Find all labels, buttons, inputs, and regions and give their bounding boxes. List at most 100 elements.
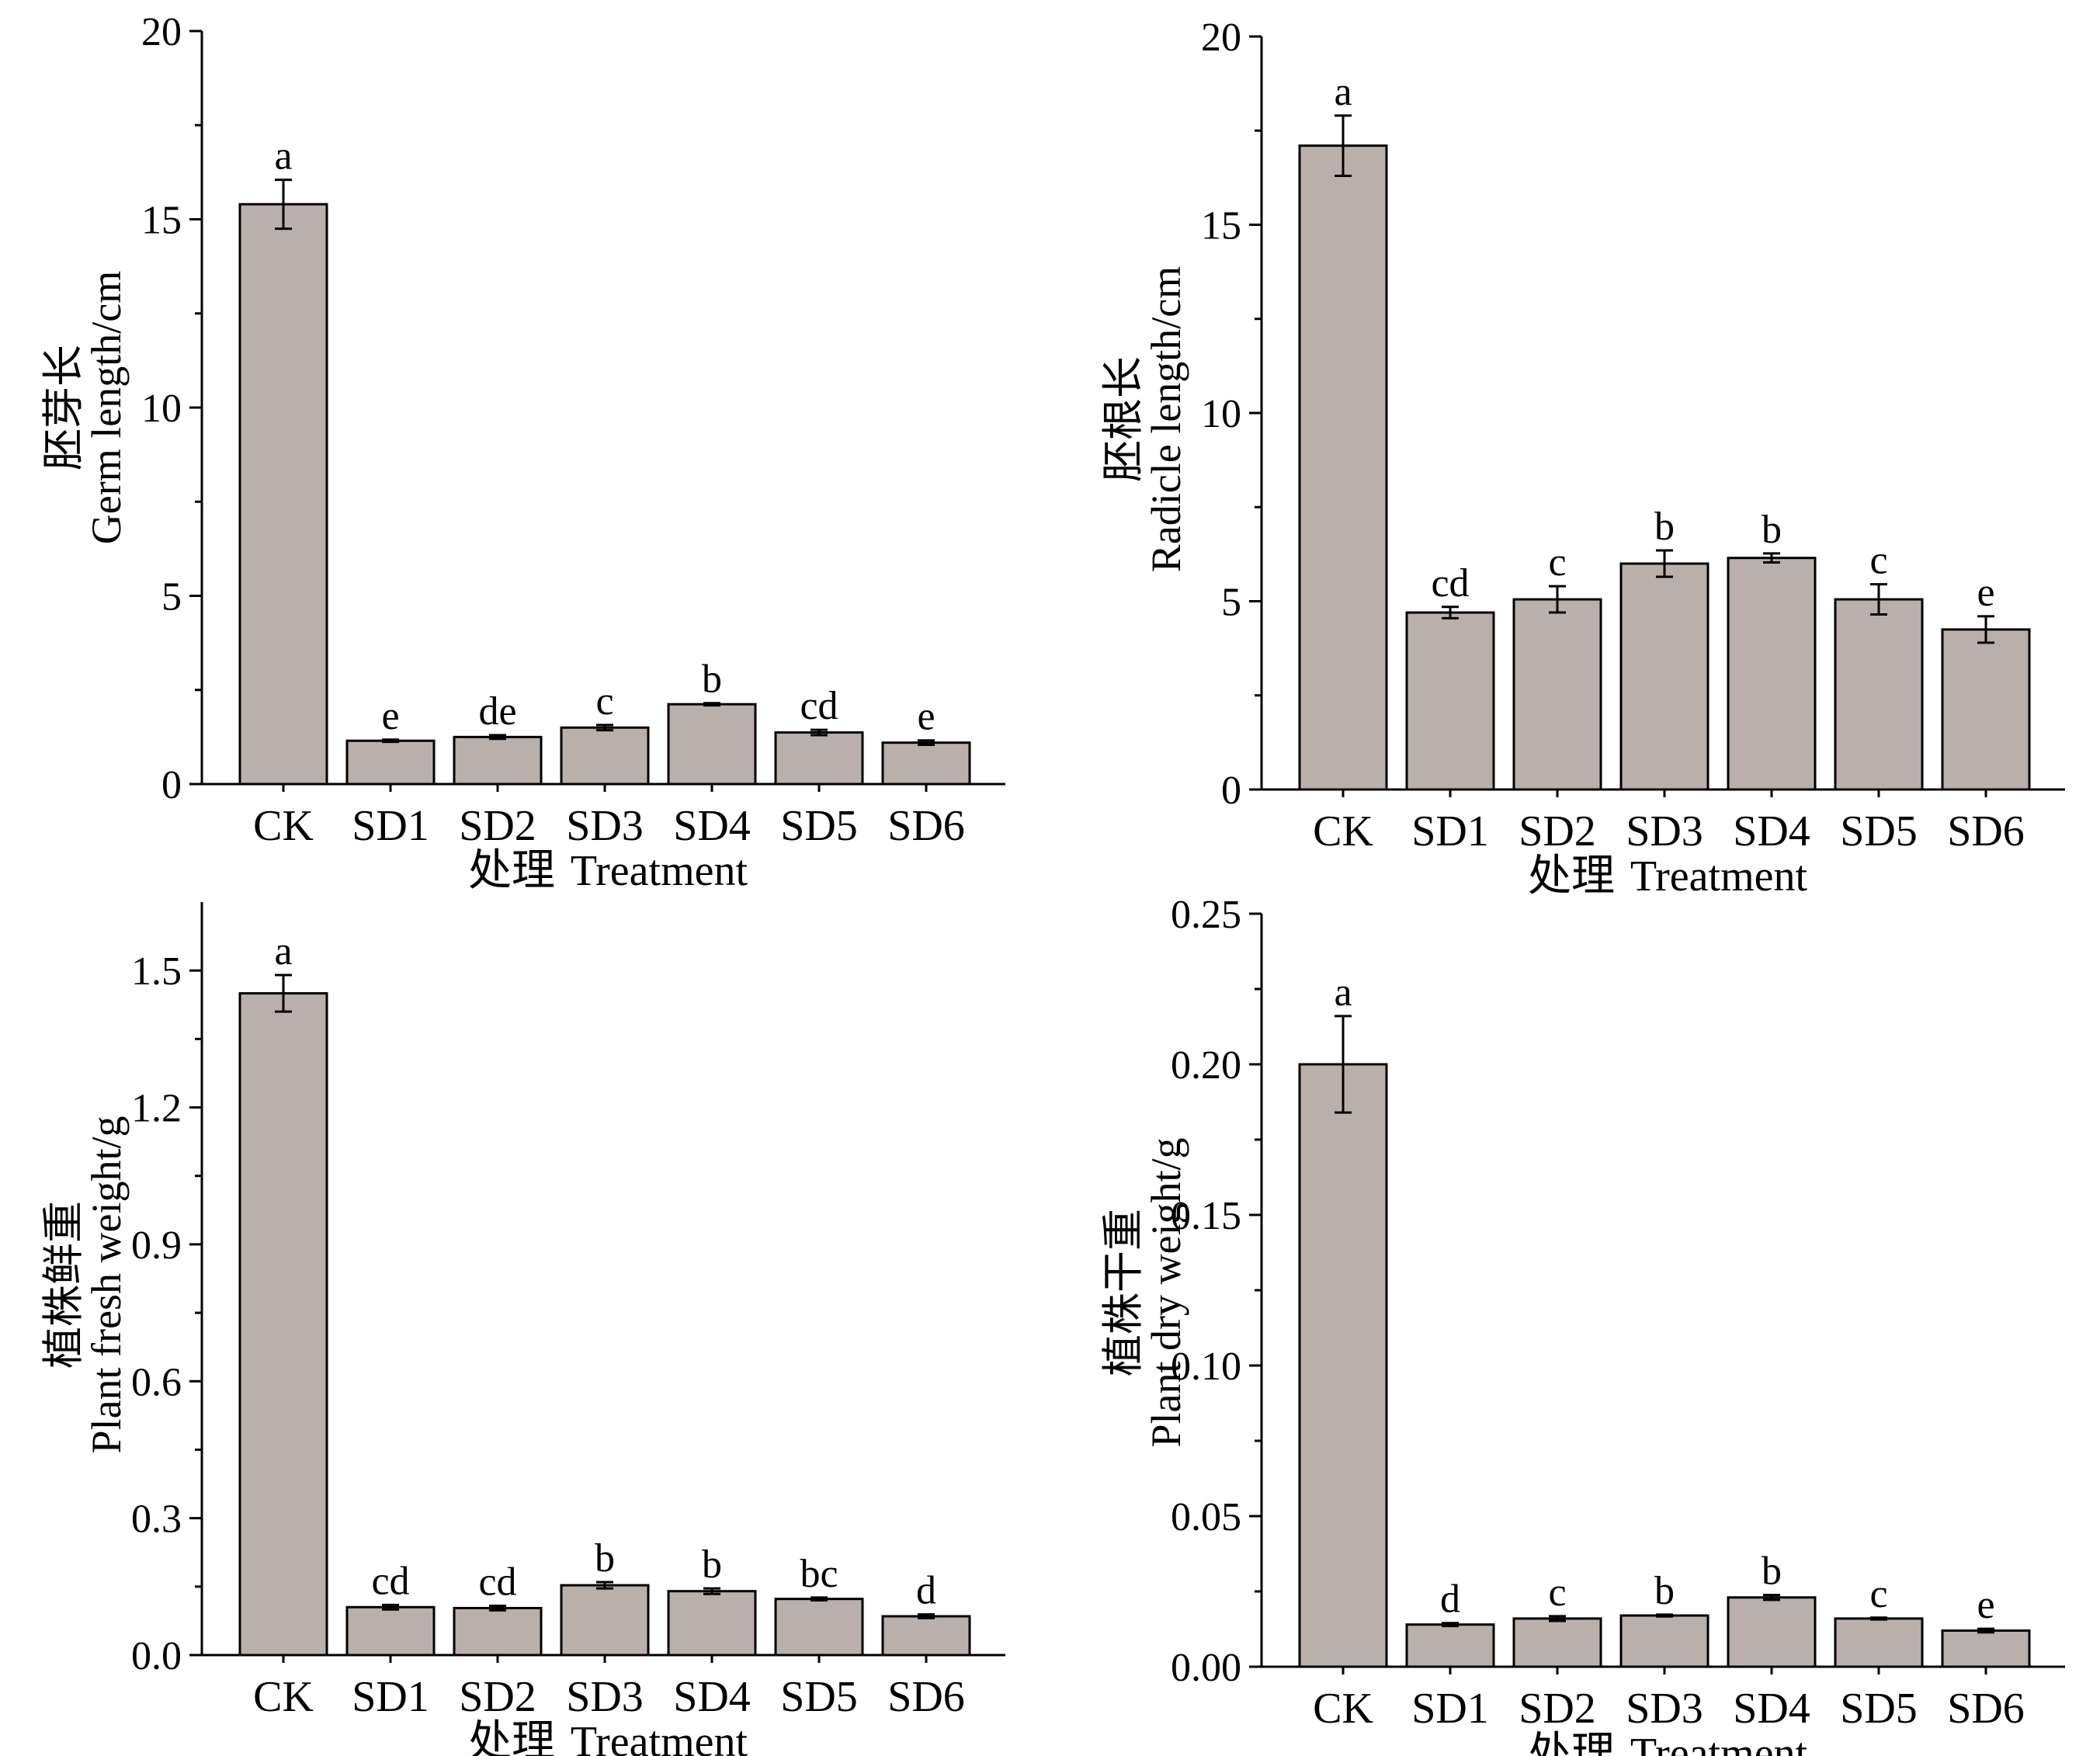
bar-SD1 [1405,1623,1495,1668]
x-tick-label-SD4: SD4 [673,1673,751,1721]
error-bar-SD2 [1549,585,1566,614]
chart-panel-bottom-left: a CK cd SD1 cd SD2 b SD3 b SD4 bc SD5 d SD6 0.0 0.3 0.6 0… [40,902,1005,1756]
y-tick-label: 20 [141,10,182,54]
y-tick-label: 10 [141,387,182,431]
significance-label-SD4: b [702,1543,722,1587]
x-tick-label-SD6: SD6 [1947,1685,2025,1733]
y-axis-title-cn: 胚根长 [1100,356,1147,482]
y-tick-label: 5 [1221,581,1241,625]
significance-label-SD4: b [702,658,722,702]
error-bar-SD3 [1656,549,1673,578]
error-bar-SD1 [1442,606,1459,619]
x-tick-label-SD1: SD1 [1411,1685,1489,1733]
x-axis-title-en: Treatment [1630,1730,1808,1756]
significance-label-SD3: b [595,1536,615,1581]
bar-SD4 [667,1590,757,1657]
x-tick-label-SD3: SD3 [566,1673,644,1721]
bar-SD5 [1834,1617,1924,1668]
y-tick-label: 15 [141,199,182,243]
x-tick-label-SD1: SD1 [1411,807,1489,855]
y-tick-label: 0.05 [1171,1495,1241,1539]
x-tick-label-SD4: SD4 [1733,807,1810,855]
y-tick-label: 0 [1221,769,1241,813]
significance-label-SD6: e [917,695,935,739]
y-axis-title-cn: 植株鲜重 [40,1201,87,1369]
y-tick-label: 0.3 [131,1497,182,1542]
y-tick-label: 0.0 [131,1634,182,1678]
y-tick-label: 15 [1201,204,1241,248]
bar-CK [1298,1063,1388,1668]
y-tick-label: 1.2 [131,1087,182,1131]
bar-CK [1298,144,1388,791]
error-bar-SD2 [489,734,506,741]
bar-SD6 [1941,1629,2031,1668]
x-axis-title-cn: 处理 [468,1718,555,1756]
x-tick-label-SD1: SD1 [352,1673,429,1721]
significance-label-SD3: b [1654,1569,1675,1613]
x-tick-label-CK: CK [253,802,314,850]
x-tick-label-SD4: SD4 [673,802,751,850]
x-axis-title-en: Treatment [1630,852,1808,901]
error-bar-SD2 [489,1605,506,1612]
significance-label-SD2: cd [478,1560,516,1605]
error-bar-SD3 [596,724,613,732]
bar-SD1 [345,1605,436,1657]
error-bar-SD6 [918,1613,935,1619]
error-bar-SD1 [1442,1622,1459,1628]
x-tick-label-SD3: SD3 [1626,1685,1703,1733]
x-tick-label-SD6: SD6 [1947,807,2025,855]
significance-label-SD6: e [1977,1583,1994,1627]
x-tick-label-SD2: SD2 [1519,807,1596,855]
y-axis-title-en: Plant fresh weight/g [83,1116,130,1454]
y-tick-label: 0.15 [1171,1194,1241,1238]
bar-SD6 [881,741,971,786]
significance-label-CK: a [1334,970,1352,1015]
x-tick-label-SD2: SD2 [459,802,536,850]
error-bar-SD3 [596,1581,613,1590]
significance-label-SD2: c [1548,540,1566,585]
y-tick-label: 5 [161,575,182,619]
significance-label-SD2: c [1548,1570,1566,1615]
bar-SD4 [1727,1596,1817,1668]
significance-label-CK: a [274,929,292,973]
error-bar-CK [275,973,292,1013]
bar-SD2 [1512,1617,1602,1668]
bar-SD5 [1834,598,1924,791]
x-tick-label-SD2: SD2 [1519,1685,1596,1733]
error-bar-SD4 [703,1587,720,1595]
error-bar-CK [1335,114,1352,177]
significance-label-SD2: de [478,689,516,734]
y-tick-label: 1.5 [131,949,182,994]
significance-label-SD6: e [1977,571,1994,615]
x-tick-label-CK: CK [253,1673,314,1721]
chart-panel-bottom-right: a CK d SD1 c SD2 b SD3 b SD4 c SD5 e SD6 0.00 0.05 0.10 0… [1100,893,2065,1756]
y-axis-title-en: Germ length/cm [83,271,130,544]
significance-label-SD4: b [1762,1550,1782,1594]
x-tick-label-CK: CK [1313,807,1373,855]
bar-SD3 [560,1584,650,1657]
y-axis-title-cn: 植株干重 [1100,1209,1147,1376]
error-bar-SD6 [1977,615,1994,644]
error-bar-SD4 [703,702,720,707]
significance-label-SD1: cd [1431,561,1469,606]
x-tick-label-SD3: SD3 [566,802,644,850]
y-tick-label: 0.10 [1171,1345,1241,1389]
error-bar-SD1 [382,1603,399,1611]
significance-label-SD1: e [381,694,399,738]
y-tick-label: 0.25 [1171,893,1241,937]
y-tick-label: 0.00 [1171,1646,1241,1690]
significance-label-SD5: bc [800,1552,838,1596]
bar-SD3 [560,726,650,786]
significance-label-SD1: cd [371,1559,409,1603]
significance-label-SD5: c [1869,539,1887,583]
bar-SD5 [774,1598,864,1657]
significance-label-SD5: c [1869,1572,1887,1616]
error-bar-CK [275,179,292,231]
x-tick-label-SD6: SD6 [887,1673,965,1721]
significance-label-SD5: cd [800,684,838,728]
error-bar-SD6 [918,739,935,747]
x-axis-title-cn: 处理 [1528,852,1615,901]
bar-CK [238,992,328,1657]
y-tick-label: 0.20 [1171,1043,1241,1088]
